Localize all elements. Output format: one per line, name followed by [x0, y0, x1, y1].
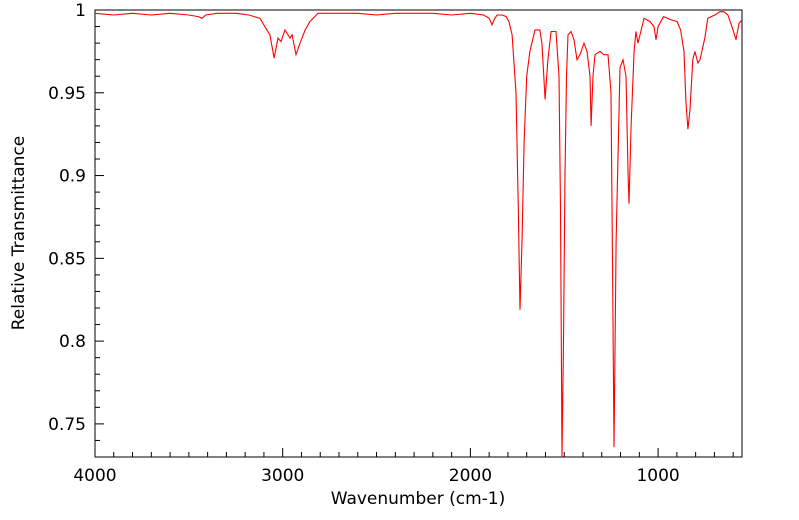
y-axis-label: Relative Transmittance — [9, 136, 29, 331]
x-axis-label: Wavenumber (cm-1) — [331, 489, 506, 509]
spectrum-line — [95, 11, 742, 457]
y-tick-label: 1 — [75, 1, 86, 21]
x-axis-ticks: 4000 3000 2000 1000 — [73, 448, 734, 486]
y-tick-label: 0.75 — [48, 415, 86, 435]
plot-frame — [94, 9, 743, 458]
x-tick-label: 4000 — [73, 466, 116, 486]
y-tick-label: 0.8 — [59, 332, 86, 352]
x-tick-label: 3000 — [261, 466, 304, 486]
y-tick-label: 0.85 — [48, 249, 86, 269]
y-axis-ticks: 0.75 0.8 0.85 0.9 0.95 1 — [48, 1, 104, 458]
x-tick-label: 1000 — [636, 466, 679, 486]
y-tick-label: 0.95 — [48, 84, 86, 104]
x-tick-label: 2000 — [449, 466, 492, 486]
y-tick-label: 0.9 — [59, 167, 86, 187]
